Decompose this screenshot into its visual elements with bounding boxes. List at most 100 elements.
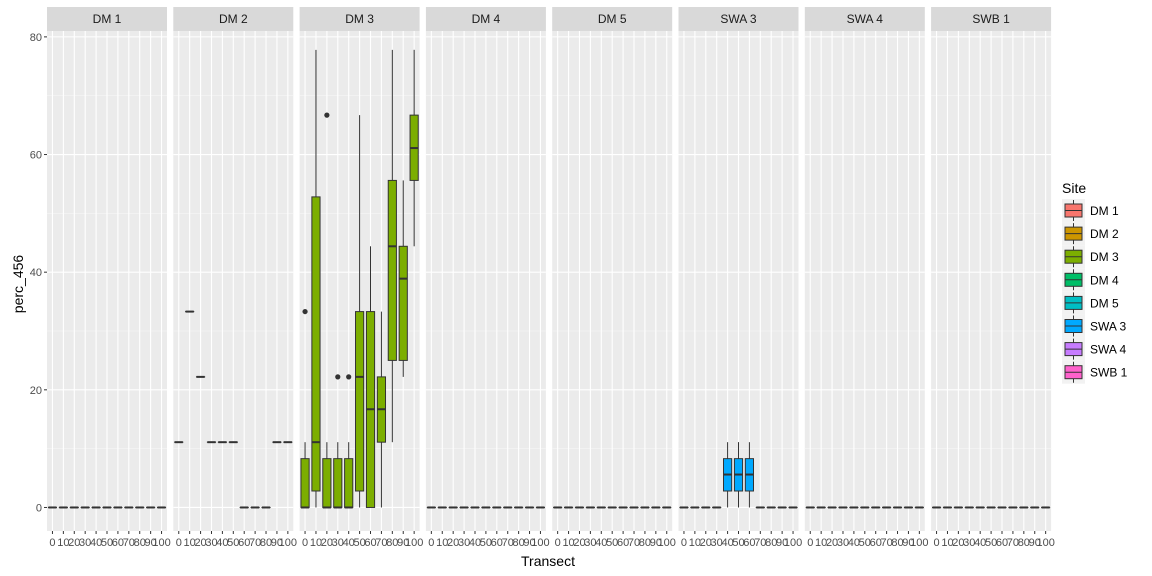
boxplot-box <box>733 442 744 508</box>
facet-strip <box>552 7 673 31</box>
x-tick-label: 30 <box>458 537 470 549</box>
y-axis-title: perc_456 <box>10 255 26 314</box>
x-tick-label: 50 <box>480 537 492 549</box>
boxplot-box <box>387 49 397 443</box>
x-tick-label: 80 <box>386 537 398 549</box>
boxplot-box <box>409 49 419 247</box>
x-tick-label: 100 <box>531 537 549 549</box>
legend-item: DM 2 <box>1062 222 1119 246</box>
legend-item: DM 5 <box>1062 291 1119 315</box>
x-tick-label: 90 <box>271 537 283 549</box>
x-tick-label: 100 <box>658 537 676 549</box>
x-tick-label: 40 <box>595 537 607 549</box>
x-tick-label: 50 <box>353 537 365 549</box>
x-tick-label: 10 <box>436 537 448 549</box>
y-tick-label: 60 <box>30 150 42 162</box>
x-tick-label: 60 <box>870 537 882 549</box>
x-tick-label: 10 <box>310 537 322 549</box>
boxplot-box <box>344 374 354 509</box>
legend-item: DM 4 <box>1062 268 1119 292</box>
facet-strip <box>47 7 167 31</box>
boxplot-box <box>300 308 310 509</box>
boxplot-box <box>376 311 387 508</box>
y-tick-label: 40 <box>30 267 42 279</box>
x-tick-label: 0 <box>555 537 561 549</box>
x-tick-label: 40 <box>469 537 481 549</box>
facet-strip-label: DM 3 <box>345 12 374 26</box>
x-tick-label: 40 <box>848 537 860 549</box>
legend-item: DM 3 <box>1062 245 1119 269</box>
x-tick-label: 90 <box>523 537 535 549</box>
x-tick-label: 30 <box>79 537 91 549</box>
facet-strip-label: SWA 3 <box>720 12 757 26</box>
x-tick-label: 40 <box>343 537 355 549</box>
x-tick-label: 80 <box>513 537 525 549</box>
x-tick-label: 80 <box>639 537 651 549</box>
legend-label: DM 1 <box>1090 204 1119 218</box>
boxplot-box <box>333 374 343 509</box>
x-tick-label: 100 <box>910 537 928 549</box>
x-tick-label: 20 <box>68 537 80 549</box>
x-tick-label: 10 <box>941 537 953 549</box>
legend-label: DM 3 <box>1090 250 1119 264</box>
x-tick-label: 40 <box>974 537 986 549</box>
x-tick-label: 30 <box>205 537 217 549</box>
facet-strip-label: DM 1 <box>93 12 122 26</box>
box-body <box>311 196 321 492</box>
x-tick-label: 0 <box>176 537 182 549</box>
facet-strip-label: SWB 1 <box>972 12 1010 26</box>
x-tick-label: 20 <box>700 537 712 549</box>
x-tick-label: 30 <box>332 537 344 549</box>
x-tick-label: 100 <box>279 537 297 549</box>
box-body <box>387 179 397 361</box>
legend-item: SWB 1 <box>1062 360 1128 384</box>
x-tick-label: 100 <box>1036 537 1054 549</box>
x-tick-label: 20 <box>573 537 585 549</box>
boxplot-box <box>723 442 733 508</box>
x-tick-label: 60 <box>364 537 376 549</box>
y-tick-label: 0 <box>36 502 42 514</box>
legend-label: DM 5 <box>1090 296 1119 310</box>
x-tick-label: 10 <box>184 537 196 549</box>
x-tick-label: 30 <box>711 537 723 549</box>
outlier-point <box>302 308 308 315</box>
x-tick-label: 10 <box>689 537 701 549</box>
outlier-point <box>324 112 330 118</box>
x-tick-label: 50 <box>227 537 239 549</box>
x-tick-label: 70 <box>249 537 261 549</box>
outlier-point <box>346 374 352 380</box>
boxplot-box <box>322 112 332 509</box>
x-tick-label: 0 <box>428 537 434 549</box>
x-tick-label: 90 <box>650 537 662 549</box>
facet-strip <box>931 7 1052 31</box>
x-tick-label: 60 <box>996 537 1008 549</box>
x-tick-label: 80 <box>765 537 777 549</box>
box-body <box>344 458 354 508</box>
legend-label: SWB 1 <box>1090 366 1128 380</box>
legend-label: DM 2 <box>1090 227 1119 241</box>
x-tick-label: 80 <box>891 537 903 549</box>
x-tick-label: 90 <box>902 537 914 549</box>
x-tick-label: 20 <box>447 537 459 549</box>
x-tick-label: 10 <box>815 537 827 549</box>
box-body <box>322 458 332 508</box>
legend-label: SWA 3 <box>1090 320 1127 334</box>
x-tick-label: 60 <box>238 537 250 549</box>
x-tick-label: 0 <box>49 537 55 549</box>
x-tick-label: 30 <box>584 537 596 549</box>
x-tick-label: 100 <box>784 537 802 549</box>
legend-title: Site <box>1062 180 1086 196</box>
x-tick-label: 10 <box>562 537 574 549</box>
boxplot-box <box>355 115 365 508</box>
x-tick-label: 50 <box>606 537 618 549</box>
x-tick-label: 50 <box>985 537 997 549</box>
facet-strip <box>425 7 546 31</box>
box-body <box>333 458 343 508</box>
x-tick-label: 80 <box>260 537 272 549</box>
box-body <box>398 245 408 361</box>
